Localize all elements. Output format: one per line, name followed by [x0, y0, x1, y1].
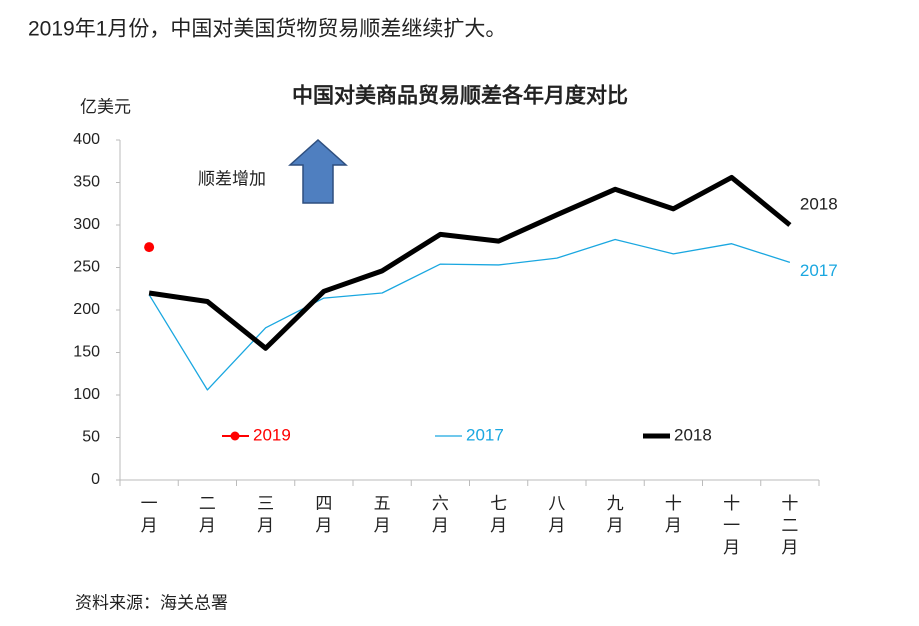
- y-tick-label: 100: [73, 386, 100, 403]
- x-tick-label: 十二月: [781, 494, 798, 557]
- source: 资料来源：海关总署: [75, 593, 228, 612]
- x-tick-label: 七月: [490, 494, 507, 535]
- chart-title: 中国对美商品贸易顺差各年月度对比: [292, 84, 628, 108]
- line-series: [148, 174, 792, 351]
- line-series: [148, 238, 791, 391]
- y-tick-label: 300: [73, 216, 100, 233]
- x-tick-label: 一月: [141, 494, 158, 535]
- y-tick-label: 400: [73, 131, 100, 148]
- x-tick-label: 五月: [374, 494, 391, 535]
- legend-label: 2019: [253, 425, 291, 444]
- x-tick-label: 十一月: [723, 494, 740, 557]
- x-tick-label: 四月: [315, 494, 332, 535]
- series-end-label: 2017: [800, 261, 838, 280]
- headline: 2019年1月份，中国对美国货物贸易顺差继续扩大。: [28, 18, 506, 41]
- y-axis-label: 亿美元: [80, 97, 131, 116]
- y-tick-label: 50: [82, 429, 100, 446]
- x-tick-label: 十月: [665, 494, 682, 535]
- legend-label: 2018: [674, 425, 712, 444]
- y-tick-label: 350: [73, 174, 100, 191]
- x-tick-label: 六月: [432, 494, 449, 535]
- y-tick-label: 200: [73, 301, 100, 318]
- y-tick-label: 150: [73, 344, 100, 361]
- legend-label: 2017: [466, 425, 504, 444]
- annotation: 顺差增加: [198, 169, 266, 188]
- legend-marker: [230, 431, 240, 441]
- up-arrow: [288, 138, 348, 204]
- y-tick-label: 0: [91, 471, 100, 488]
- x-tick-label: 三月: [257, 494, 274, 535]
- series-end-label: 2018: [800, 194, 838, 213]
- y-tick-label: 250: [73, 259, 100, 276]
- x-tick-label: 二月: [199, 494, 216, 535]
- x-tick-label: 八月: [548, 494, 565, 535]
- point: [144, 242, 155, 253]
- x-tick-label: 九月: [607, 494, 624, 535]
